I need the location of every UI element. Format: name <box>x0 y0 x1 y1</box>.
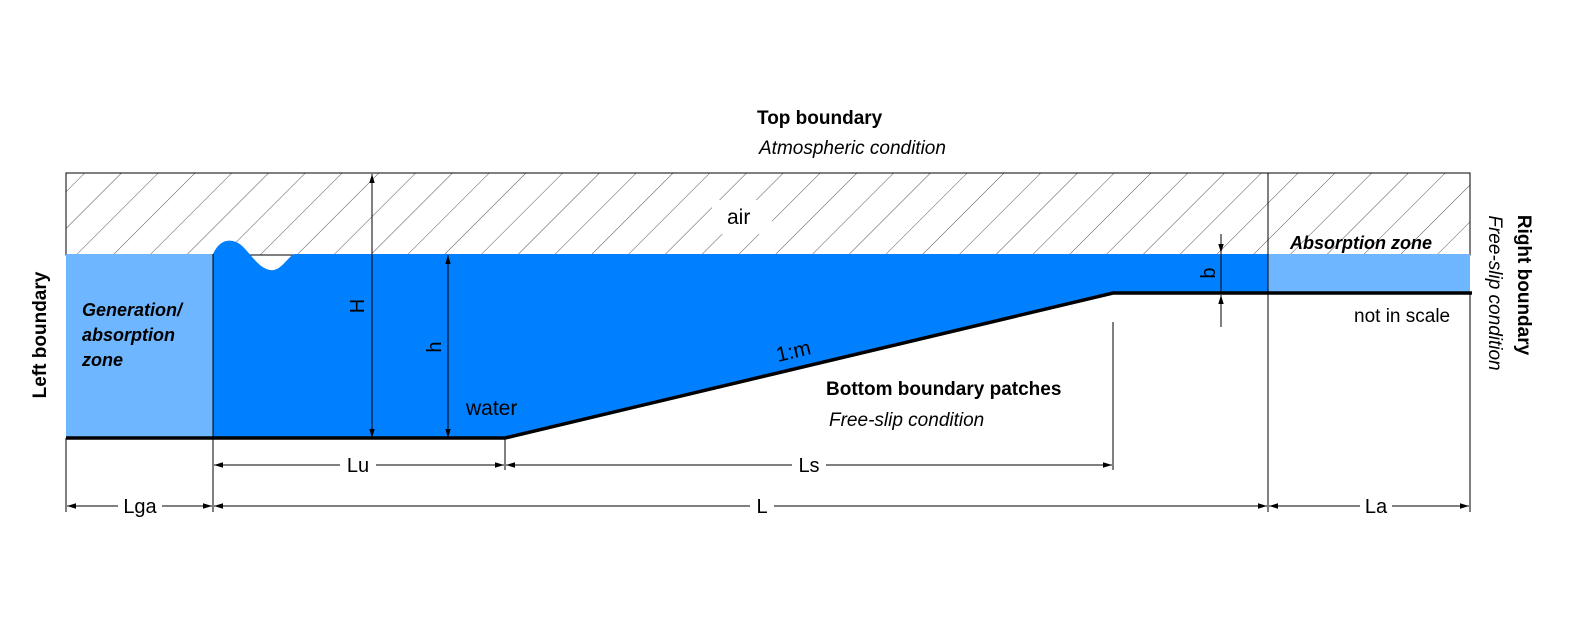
generation-absorption-zone <box>66 254 213 438</box>
dimension-Lu-label: Lu <box>347 455 369 477</box>
top-boundary-title: Top boundary <box>757 108 883 129</box>
bottom-boundary-title: Bottom boundary patches <box>826 379 1061 400</box>
dimension-La-label: La <box>1365 496 1388 518</box>
bottom-boundary-condition: Free-slip condition <box>829 410 984 431</box>
dimension-La-gap <box>1360 496 1392 516</box>
scale-note: not in scale <box>1354 306 1450 327</box>
dimension-Ls-label: Ls <box>798 455 819 477</box>
dimension-H-label: H <box>347 299 369 313</box>
left-boundary-title: Left boundary <box>30 271 51 398</box>
absorption-zone <box>1268 254 1470 293</box>
bottom-boundary-line <box>66 291 1472 440</box>
air-label-background <box>712 200 772 234</box>
dimension-h-label: h <box>424 341 446 352</box>
absorption-zone-label: Absorption zone <box>1289 233 1432 253</box>
generation-zone-label-line3: zone <box>81 350 123 370</box>
water-label: water <box>465 397 517 420</box>
right-boundary-condition: Free-slip condition <box>1484 215 1505 370</box>
dimension-b-label: b <box>1198 267 1220 278</box>
water-body <box>213 240 1268 438</box>
air-label: air <box>727 206 750 229</box>
dimension-L-label: L <box>756 496 767 518</box>
dimension-L-gap <box>750 496 774 516</box>
dimension-Lga-gap <box>118 496 162 516</box>
dimension-Ls-gap <box>792 455 826 475</box>
right-boundary-title: Right boundary <box>1513 215 1534 356</box>
top-boundary-condition: Atmospheric condition <box>758 138 946 159</box>
dimension-Lga-label: Lga <box>123 496 157 518</box>
generation-zone-label-line1: Generation/ <box>82 300 184 320</box>
generation-zone-label-line2: absorption <box>82 325 175 345</box>
dimension-Lu-gap <box>340 455 376 475</box>
